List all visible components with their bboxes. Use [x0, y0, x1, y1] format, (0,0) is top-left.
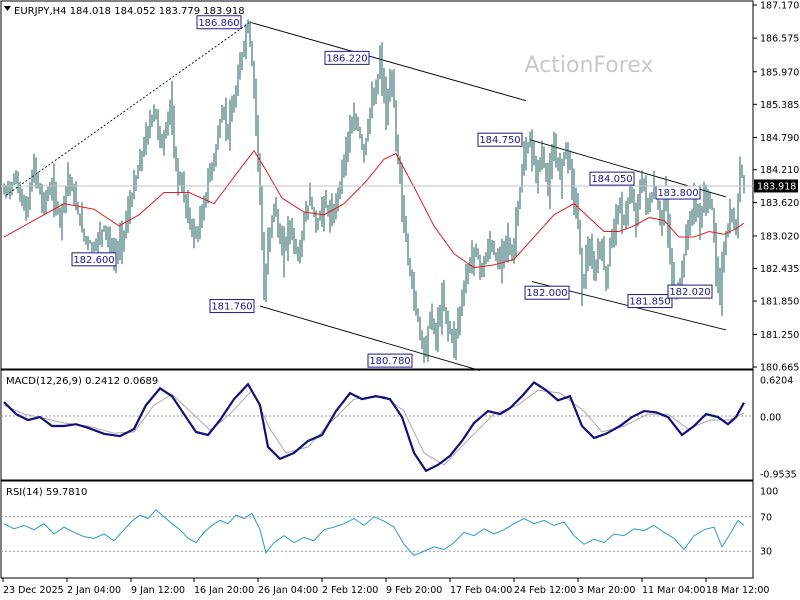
macd-line: [3, 380, 745, 473]
time-tick-label: 2 Feb 12:00: [322, 585, 378, 596]
annotation-label: 182.600: [73, 255, 114, 266]
price-annotation: 182.000: [524, 285, 570, 300]
price-annotation: 181.850: [627, 294, 673, 309]
moving-average-line: [3, 149, 745, 269]
price-tick-label: 181.850: [760, 297, 799, 308]
price-annotation: 184.050: [589, 171, 635, 186]
price-annotation: 186.220: [324, 50, 370, 65]
watermark: ActionForex: [525, 53, 654, 78]
price-tick-label: 182.435: [760, 264, 799, 275]
annotation-label: 184.750: [479, 135, 520, 146]
price-annotation: 180.780: [367, 353, 413, 368]
macd-caption: MACD(12,26,9) 0.2412 0.0689: [6, 376, 158, 387]
time-tick-label: 17 Feb 04:00: [450, 585, 512, 596]
trendline: [5, 21, 251, 196]
price-tick-label: 186.575: [760, 34, 799, 45]
rsi-tick-label: 30: [760, 547, 772, 558]
price-tick-label: 184.790: [760, 133, 799, 144]
time-tick-label: 16 Jan 20:00: [194, 585, 254, 596]
annotation-label: 186.220: [326, 53, 367, 64]
macd-tick-label: 0.00: [760, 413, 781, 424]
rsi-tick-label: 70: [760, 512, 772, 523]
price-annotation: 184.750: [477, 132, 523, 147]
time-tick-label: 26 Jan 04:00: [258, 585, 318, 596]
time-tick-label: 9 Feb 20:00: [386, 585, 442, 596]
annotation-label: 182.020: [669, 287, 710, 298]
rsi-tick-label: 100: [760, 487, 778, 498]
time-tick-label: 9 Jan 12:00: [131, 585, 185, 596]
time-tick-label: 11 Mar 04:00: [642, 585, 705, 596]
annotation-label: 181.850: [629, 297, 670, 308]
price-tick-label: 180.665: [760, 363, 799, 374]
time-tick-label: 3 Mar 20:00: [578, 585, 635, 596]
annotation-label: 184.050: [591, 174, 632, 185]
trendline: [259, 305, 481, 372]
trendline: [249, 21, 527, 102]
annotation-label: 183.800: [657, 188, 698, 199]
time-tick-label: 2 Jan 04:00: [67, 585, 121, 596]
price-tick-label: 184.210: [760, 165, 799, 176]
macd-y-axis: 0.6204 0.00 -0.9535: [760, 376, 797, 481]
price-annotation: 182.020: [667, 284, 713, 299]
price-panel: 187.170 186.575 185.970 185.385 184.790 184.2…: [0, 0, 799, 374]
macd-panel: 0.6204 0.00 -0.9535 MACD(12,26,9) 0.2412 0…: [0, 369, 797, 481]
price-annotation: 181.760: [209, 299, 255, 314]
macd-tick-label: 0.6204: [760, 376, 793, 387]
chart-title: EURJPY,H4 184.018 184.052 183.779 183.91…: [14, 6, 245, 17]
time-x-axis: 23 Dec 2025 2 Jan 04:00 9 Jan 12:00 16 Jan …: [2, 578, 769, 596]
macd-tick-label: -0.9535: [760, 470, 797, 481]
annotation-label: 181.760: [211, 302, 252, 313]
price-tick-label: 187.170: [760, 1, 799, 12]
annotation-label: 180.780: [369, 356, 410, 367]
rsi-panel: 100 70 30 RSI(14) 59.7810: [0, 480, 778, 579]
price-annotations: 186.860 186.220 184.750 184.050 183.800 182.6…: [71, 15, 713, 368]
price-tick-label: 183.020: [760, 231, 799, 242]
annotation-label: 182.000: [526, 288, 567, 299]
price-tick-label: 181.250: [760, 330, 799, 341]
annotation-label: 186.860: [198, 18, 239, 29]
price-annotation: 182.600: [71, 252, 117, 267]
svg-text:183.918: 183.918: [757, 181, 796, 192]
price-annotation: 183.800: [655, 185, 701, 200]
time-tick-label: 23 Dec 2025: [3, 585, 64, 596]
caption-triangle-icon[interactable]: [4, 6, 11, 11]
time-tick-label: 24 Feb 12:00: [514, 585, 576, 596]
current-price-tag: 183.918: [754, 179, 798, 193]
rsi-caption: RSI(14) 59.7810: [6, 487, 87, 498]
price-y-axis: 187.170 186.575 185.970 185.385 184.790 184.2…: [753, 1, 799, 374]
price-annotation: 186.860: [196, 15, 242, 30]
rsi-y-axis: 100 70 30: [760, 487, 778, 558]
price-tick-label: 185.385: [760, 100, 799, 111]
time-tick-label: 18 Mar 12:00: [706, 585, 769, 596]
price-tick-label: 185.970: [760, 67, 799, 78]
price-tick-label: 183.620: [760, 198, 799, 209]
chart-caption: EURJPY,H4 184.018 184.052 183.779 183.91…: [4, 6, 245, 17]
rsi-line: [3, 509, 745, 557]
